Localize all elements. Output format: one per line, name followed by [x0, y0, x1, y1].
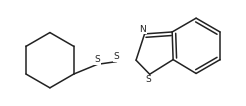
Text: N: N: [139, 25, 146, 34]
Text: S: S: [114, 52, 120, 61]
Text: S: S: [94, 55, 100, 64]
Text: S: S: [145, 75, 151, 84]
